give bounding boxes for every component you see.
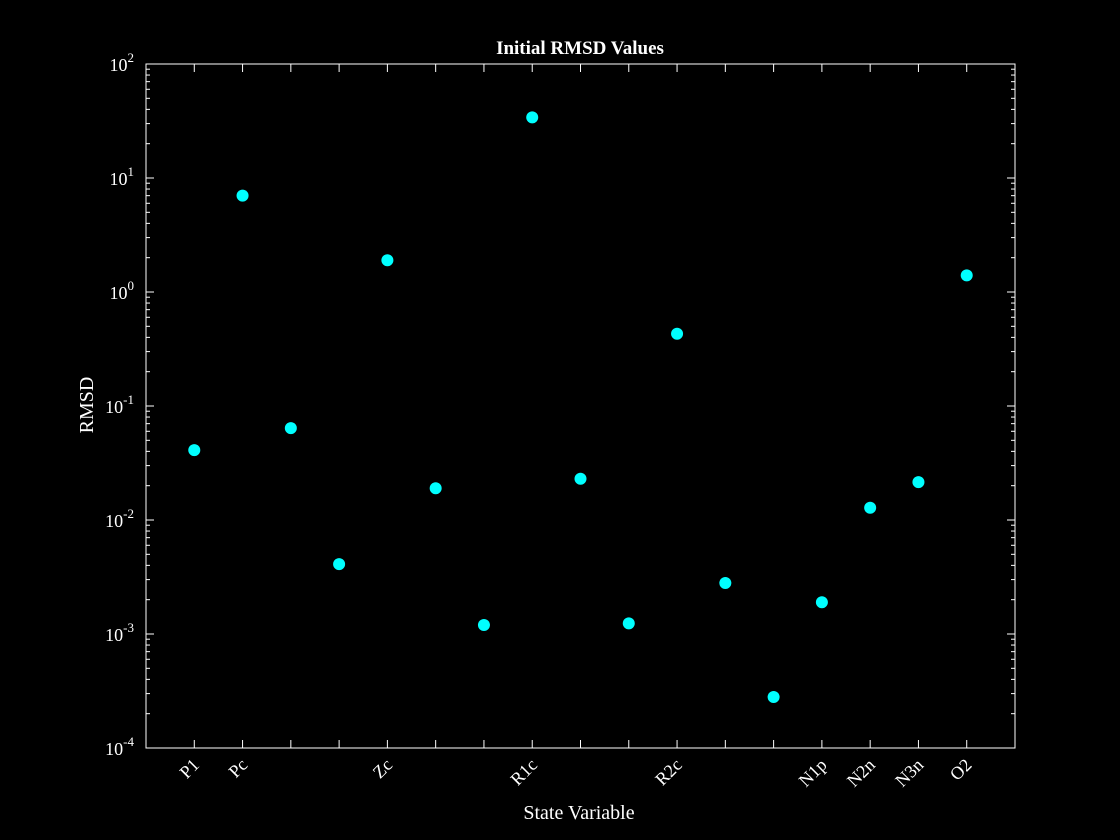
data-point: [284, 422, 297, 435]
data-point: [333, 558, 346, 571]
data-point: [912, 476, 925, 489]
chart-title: Initial RMSD Values: [496, 38, 664, 59]
data-point: [960, 269, 973, 282]
data-point: [671, 327, 684, 340]
y-tick-label: 10-4: [105, 734, 134, 759]
data-point: [622, 617, 635, 630]
y-axis-label: RMSD: [76, 377, 98, 434]
y-tick-label: 101: [110, 164, 135, 189]
y-tick-label: 100: [110, 278, 135, 303]
y-tick-label: 10-1: [105, 392, 134, 417]
data-point: [477, 618, 490, 631]
data-point: [526, 111, 539, 124]
data-point: [574, 472, 587, 485]
data-point: [429, 482, 442, 495]
data-point: [381, 254, 394, 267]
data-point: [719, 577, 732, 590]
data-point: [864, 501, 877, 514]
data-point: [767, 691, 780, 704]
y-tick-label: 102: [110, 50, 135, 75]
data-point: [236, 189, 249, 202]
y-tick-label: 10-2: [105, 506, 134, 531]
y-tick-label: 10-3: [105, 620, 134, 645]
x-axis-label: State Variable: [523, 802, 634, 824]
data-point: [815, 596, 828, 609]
data-point: [188, 444, 201, 457]
